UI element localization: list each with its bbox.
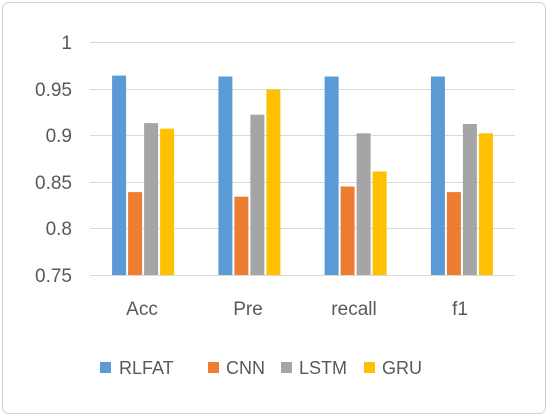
bar-cnn-recall (340, 186, 355, 275)
bar-cnn-pre (234, 196, 249, 275)
bar-rlfat-acc (112, 75, 127, 275)
legend-label-lstm: LSTM (299, 358, 347, 378)
bars (112, 75, 493, 275)
legend-label-rlfat: RLFAT (119, 358, 174, 378)
bar-gru-f1 (478, 133, 493, 275)
legend-swatch-rlfat (100, 362, 111, 373)
bar-rlfat-pre (218, 76, 233, 275)
bar-cnn-f1 (446, 192, 461, 275)
x-category-label: Pre (233, 299, 263, 320)
bar-lstm-recall (356, 133, 371, 275)
bar-rlfat-f1 (430, 76, 445, 275)
y-axis-tick-labels: 1 0.95 0.9 0.85 0.8 0.75 (35, 33, 72, 287)
legend: RLFAT CNN LSTM GRU (100, 358, 422, 378)
y-tick-label: 0.95 (35, 80, 72, 101)
bar-lstm-pre (250, 114, 265, 275)
x-category-label: Acc (126, 299, 158, 320)
y-tick-label: 0.9 (46, 126, 72, 147)
legend-swatch-cnn (208, 362, 219, 373)
legend-swatch-gru (364, 362, 375, 373)
bar-rlfat-recall (324, 76, 339, 275)
y-tick-label: 0.75 (35, 266, 72, 287)
legend-label-gru: GRU (382, 358, 422, 378)
x-category-label: f1 (452, 299, 468, 320)
x-category-label: recall (331, 299, 376, 320)
legend-label-cnn: CNN (226, 358, 265, 378)
y-tick-label: 0.8 (46, 219, 72, 240)
x-axis-category-labels: Acc Pre recall f1 (126, 299, 468, 320)
bar-gru-recall (372, 171, 387, 275)
y-tick-label: 1 (61, 33, 72, 54)
bar-lstm-acc (144, 123, 159, 275)
bar-lstm-f1 (462, 124, 477, 275)
bar-gru-acc (160, 128, 175, 275)
y-tick-label: 0.85 (35, 173, 72, 194)
bar-cnn-acc (128, 192, 143, 275)
legend-swatch-lstm (281, 362, 292, 373)
bar-gru-pre (266, 89, 281, 275)
